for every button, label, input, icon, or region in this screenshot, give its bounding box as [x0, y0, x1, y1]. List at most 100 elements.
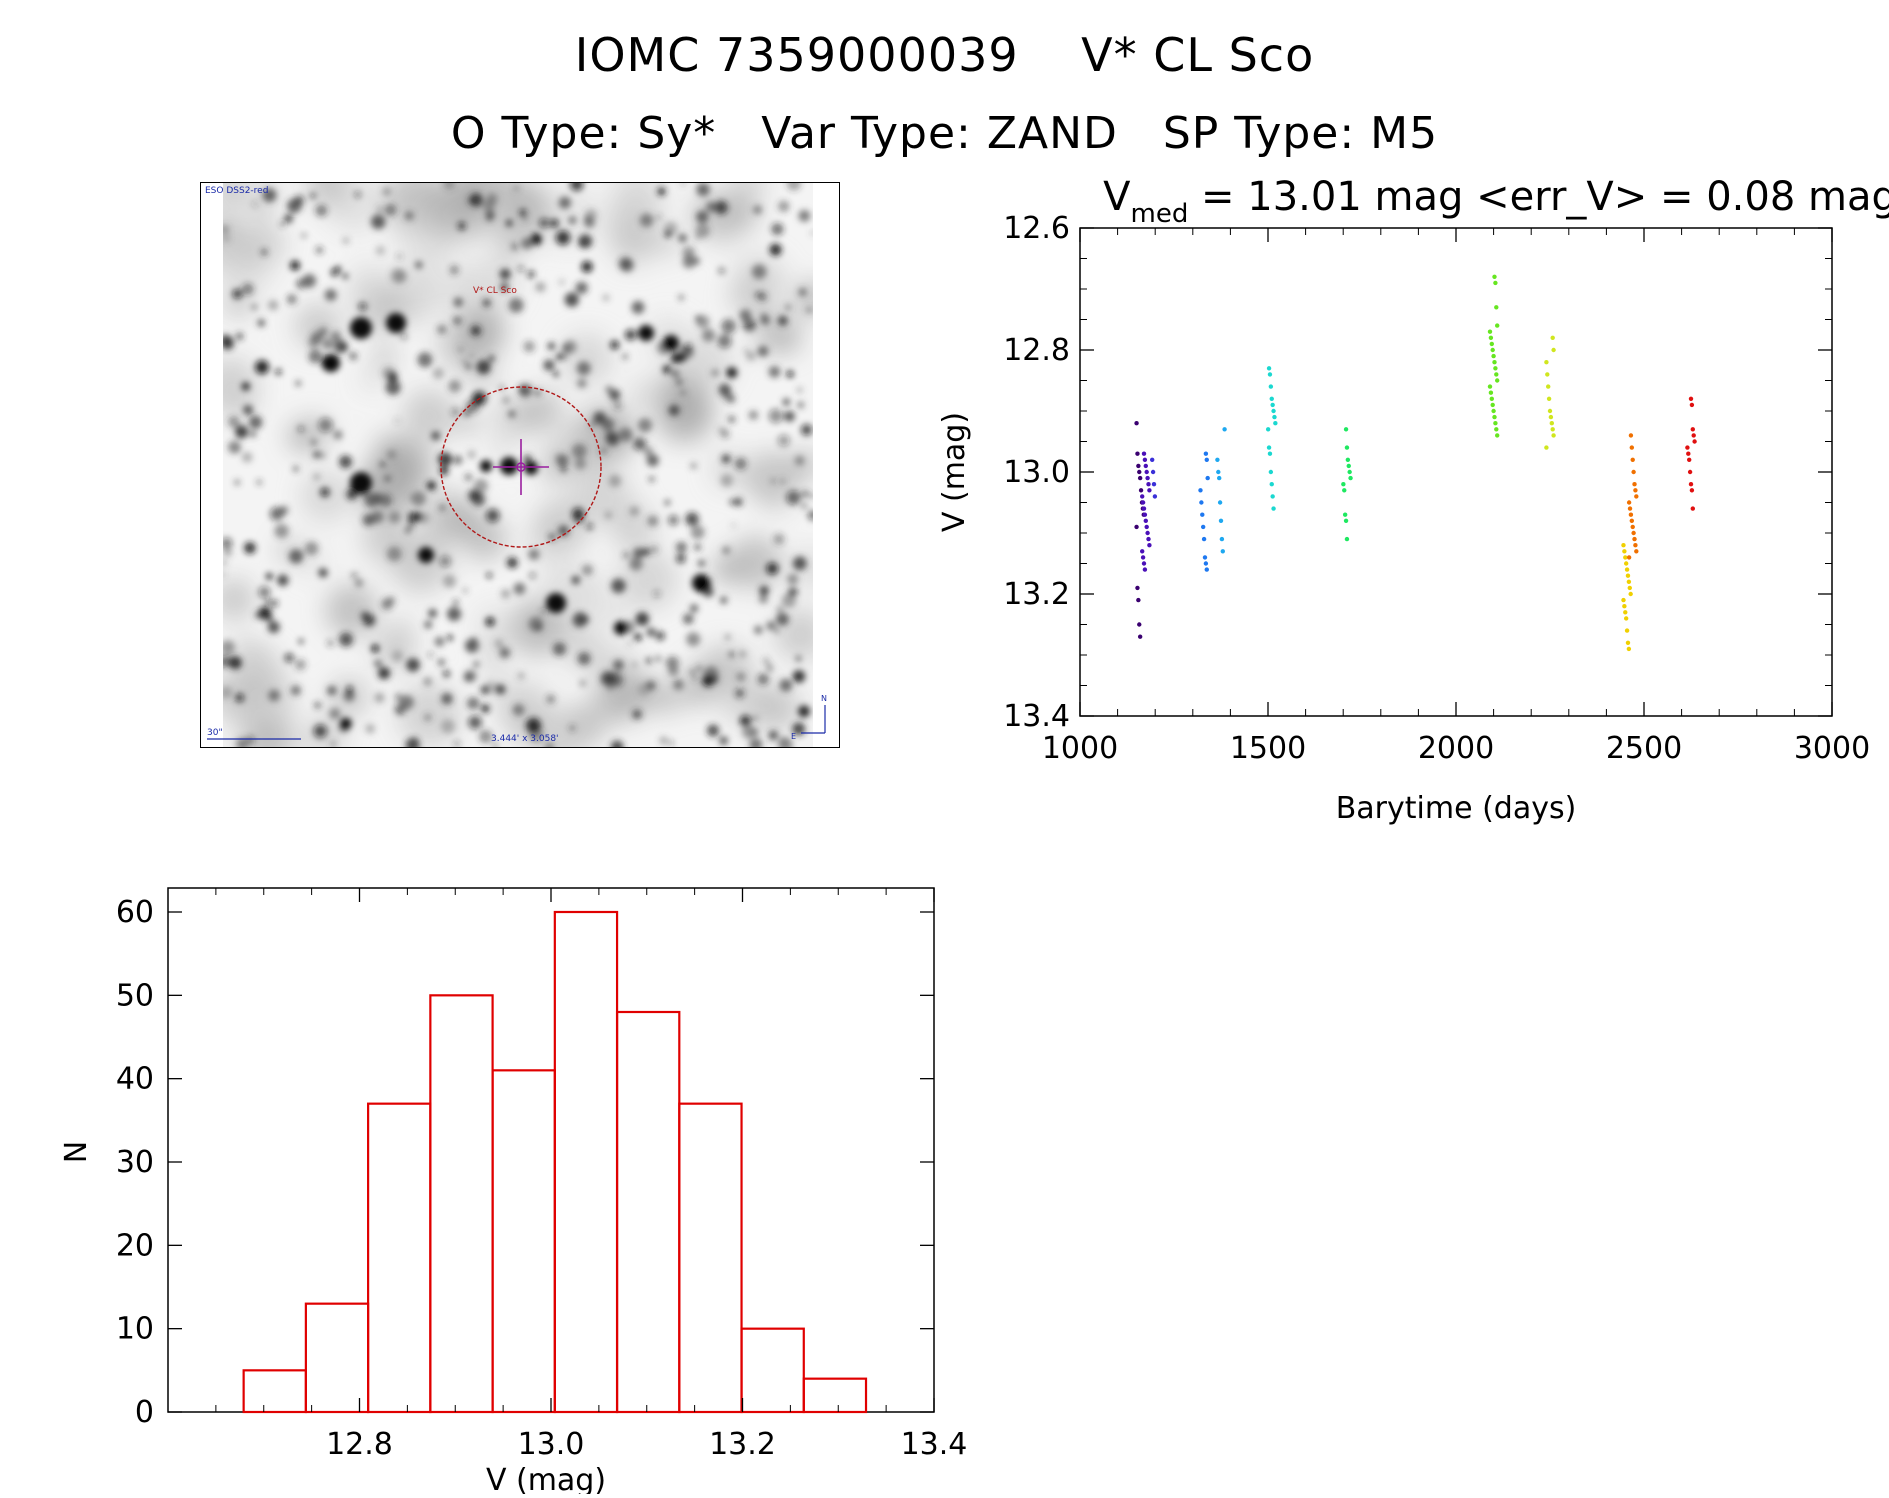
hist-y-tick-label: 40 — [116, 1062, 154, 1097]
lc-x-axis-label: Barytime (days) — [1336, 791, 1577, 826]
lc-data-point — [1687, 469, 1693, 475]
lc-data-point — [1134, 524, 1139, 530]
lc-data-point — [1631, 530, 1636, 536]
lc-y-tick-label: 12.8 — [1003, 333, 1070, 368]
lc-data-point — [1634, 494, 1639, 499]
lc-y-axis-label: V (mag) — [940, 412, 972, 532]
lc-data-point — [1551, 347, 1556, 353]
lc-data-point — [1492, 414, 1497, 420]
lc-data-point — [1270, 402, 1275, 408]
lc-data-point — [1203, 451, 1209, 456]
lc-data-point — [1621, 597, 1626, 603]
lc-data-point — [1144, 469, 1149, 475]
lc-data-point — [1493, 421, 1498, 426]
lc-data-point — [1495, 433, 1500, 438]
lc-data-point — [1147, 543, 1152, 548]
lc-data-point — [1550, 335, 1555, 340]
lc-data-point — [1625, 640, 1631, 645]
lc-data-point — [1623, 610, 1628, 615]
lc-data-point — [1626, 555, 1632, 560]
lc-data-point — [1633, 543, 1638, 548]
hist-x-axis-label: V (mag) — [486, 1463, 606, 1494]
lc-data-point — [1216, 469, 1221, 475]
chart-title: IOMC 7359000039 V* CL Sco — [574, 28, 1315, 82]
lc-data-point — [1137, 622, 1142, 627]
lc-data-point — [1489, 396, 1494, 401]
lc-data-point — [1147, 488, 1152, 493]
lc-data-point — [1548, 414, 1554, 420]
lc-data-point — [1688, 396, 1694, 401]
lc-data-point — [1141, 451, 1147, 456]
lc-data-point — [1140, 494, 1145, 499]
lc-data-point — [1624, 628, 1630, 633]
hist-bar — [491, 1069, 556, 1414]
lc-data-point — [1343, 518, 1349, 523]
lc-data-point — [1623, 561, 1629, 566]
lc-data-point — [1140, 555, 1146, 560]
lc-data-point — [1205, 475, 1210, 481]
lc-x-tick-label: 2500 — [1606, 731, 1682, 766]
lc-data-point — [1494, 427, 1499, 432]
lc-title: Vmed = 13.01 mag <err_V> = 0.08 mag — [1103, 174, 1889, 229]
target-crosshair — [493, 439, 549, 495]
scale-label: 30" — [207, 728, 223, 738]
lc-x-tick-label: 2000 — [1418, 731, 1494, 766]
lc-data-point — [1687, 457, 1692, 462]
sky-image: ESO DSS2-red V* CL Sco 30" 3.444' x 3.05… — [200, 158, 840, 769]
lc-data-point — [1487, 384, 1493, 389]
lc-plot-frame — [1079, 227, 1833, 717]
lc-data-point — [1487, 329, 1493, 334]
lc-data-point — [1217, 475, 1222, 481]
lc-data-point — [1136, 597, 1141, 603]
lc-data-point — [1271, 506, 1276, 511]
lc-data-point — [1348, 475, 1353, 481]
hist-y-axis-label: N — [59, 1141, 94, 1163]
lc-data-point — [1141, 506, 1147, 511]
lc-data-point — [1268, 469, 1274, 475]
lc-data-point — [1623, 555, 1628, 560]
target-label: V* CL Sco — [473, 286, 517, 296]
lc-data-point — [1265, 427, 1271, 432]
lc-data-point — [1544, 445, 1549, 450]
lc-data-point — [1692, 439, 1697, 444]
lc-data-point — [1135, 451, 1140, 456]
lc-data-point — [1218, 518, 1224, 523]
lc-data-point — [1141, 561, 1147, 566]
lc-data-point — [1342, 512, 1348, 517]
lc-data-point — [1146, 536, 1151, 542]
lc-data-point — [1488, 335, 1494, 340]
lc-data-point — [1493, 366, 1498, 371]
lc-data-point — [1152, 494, 1158, 499]
lc-data-point — [1150, 469, 1156, 475]
lc-data-point — [1204, 457, 1209, 462]
hist-y-tick-label: 60 — [116, 895, 154, 930]
lc-data-point — [1273, 421, 1278, 426]
lc-data-point — [1346, 463, 1351, 469]
lc-data-point — [1217, 500, 1223, 505]
lc-data-point — [1622, 549, 1627, 554]
lc-data-point — [1631, 469, 1636, 475]
hist-x-tick-label: 13.4 — [901, 1427, 968, 1462]
hist-plot-frame — [167, 887, 935, 1413]
lc-data-point — [1623, 616, 1629, 621]
hist-x-tick-label: 12.8 — [326, 1427, 393, 1462]
hist-y-tick-label: 50 — [116, 978, 154, 1013]
lc-x-tick-label: 1000 — [1042, 731, 1118, 766]
lc-data-point — [1633, 488, 1638, 493]
lc-data-point — [1137, 634, 1143, 639]
lc-data-point — [1688, 482, 1694, 487]
lc-data-point — [1622, 604, 1627, 609]
lc-data-point — [1145, 530, 1150, 536]
hist-bar — [553, 910, 619, 1414]
lc-data-point — [1490, 347, 1495, 353]
lc-data-point — [1489, 341, 1494, 347]
lc-data-point — [1266, 445, 1272, 450]
hist-bar — [429, 994, 494, 1414]
lc-data-point — [1199, 500, 1204, 505]
lc-data-point — [1342, 488, 1347, 493]
lc-data-point — [1140, 549, 1145, 554]
lc-data-point — [1136, 463, 1141, 469]
lc-x-tick-label: 3000 — [1794, 731, 1870, 766]
lc-data-point — [1204, 567, 1209, 572]
lc-data-point — [1266, 366, 1272, 371]
